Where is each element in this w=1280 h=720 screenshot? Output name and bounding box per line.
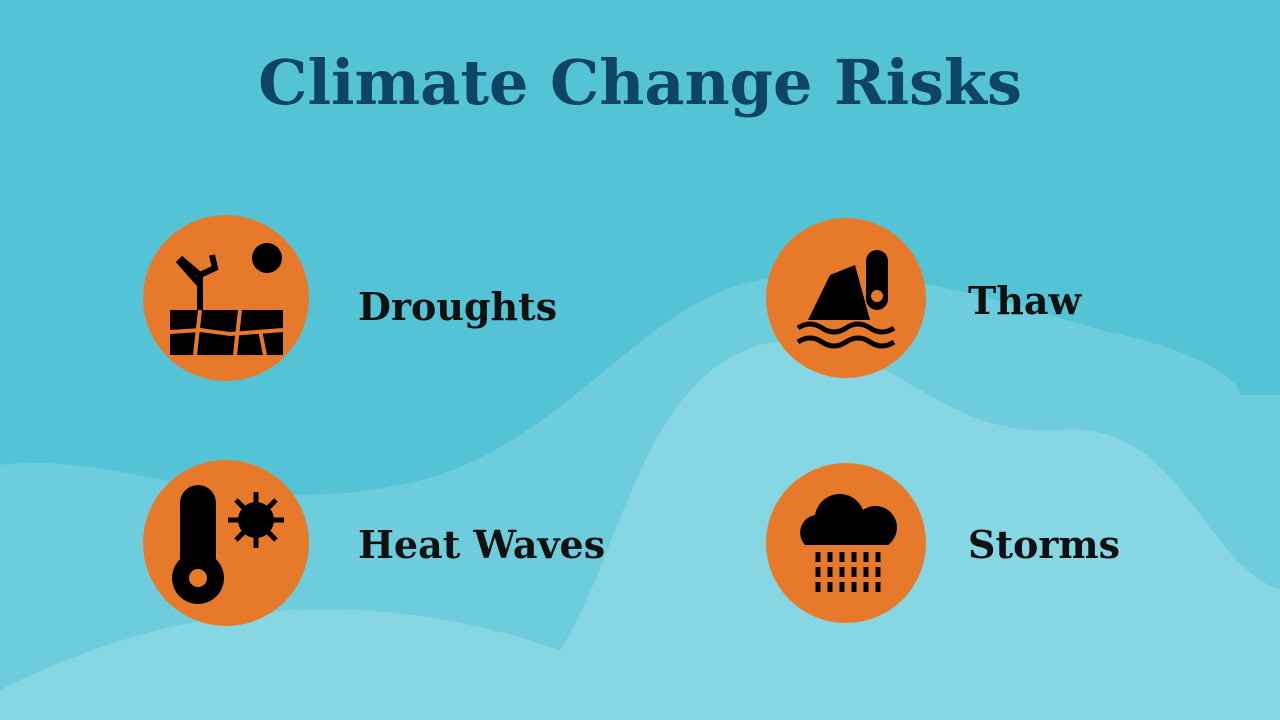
wave-front bbox=[0, 341, 1280, 720]
icon-storms bbox=[766, 463, 926, 623]
label: Droughts bbox=[358, 284, 557, 329]
icon-droughts bbox=[143, 215, 309, 381]
label: Thaw bbox=[968, 278, 1083, 323]
icon-thaw bbox=[766, 218, 926, 378]
label: Heat Waves bbox=[358, 522, 605, 567]
icon-heat-waves bbox=[143, 460, 309, 626]
title: Climate Change Risks bbox=[258, 46, 1022, 119]
label: Storms bbox=[968, 522, 1120, 567]
